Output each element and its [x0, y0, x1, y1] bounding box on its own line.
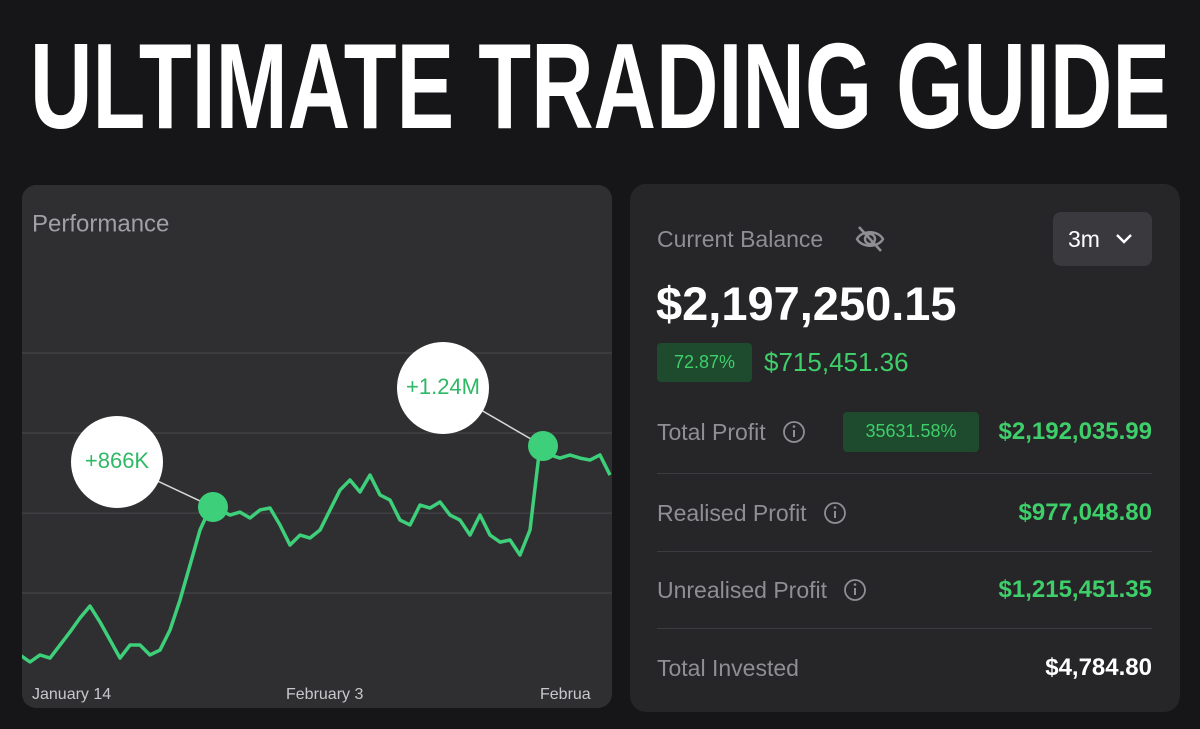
chevron-icon — [1116, 234, 1132, 244]
row-label: Total Invested — [657, 655, 799, 681]
chart-title: Performance — [32, 210, 169, 237]
info-icon[interactable] — [823, 501, 847, 525]
annotation-marker — [198, 492, 228, 523]
row-separator — [657, 628, 1152, 629]
row-label: Unrealised Profit — [657, 577, 828, 603]
row-value: $2,192,035.99 — [998, 418, 1152, 445]
info-icon[interactable] — [843, 578, 867, 602]
hide-icon[interactable] — [854, 224, 886, 254]
x-tick-label: February 3 — [286, 686, 363, 703]
row-value: $977,048.80 — [1018, 499, 1152, 526]
x-tick-label: Februa — [540, 686, 591, 703]
period-dropdown[interactable]: 3m — [1053, 212, 1152, 266]
row-value: $4,784.80 — [1045, 654, 1152, 681]
row-badge: 35631.58% — [843, 412, 979, 452]
chart: Performance January 14 February 3 Februa +8… — [22, 210, 612, 703]
row-label: Total Profit — [657, 419, 766, 445]
change-amount: $715,451.36 — [764, 347, 909, 377]
performance-card: Performance January 14 February 3 Februa +8… — [22, 185, 612, 708]
row-separator — [657, 551, 1152, 552]
period-label: 3m — [1068, 226, 1100, 252]
title-banner: ULTIMATE TRADING GUIDE — [30, 18, 1170, 154]
row-value: $1,215,451.35 — [998, 576, 1152, 603]
info-icon[interactable] — [782, 420, 806, 444]
annotation-bubble — [71, 416, 163, 508]
annotation-bubble — [397, 342, 489, 434]
x-tick-label: January 14 — [32, 686, 111, 703]
main-title: ULTIMATE TRADING GUIDE — [30, 18, 1170, 154]
balance-amount: $2,197,250.15 — [656, 277, 957, 330]
row-separator — [657, 473, 1152, 474]
annotation-marker — [528, 431, 558, 462]
change-percent: 72.87% — [657, 343, 752, 382]
x-axis: January 14 February 3 Februa — [32, 686, 591, 703]
row-label: Realised Profit — [657, 500, 807, 526]
balance-title: Current Balance — [657, 226, 824, 252]
balance-card: Current Balance 3m $2,197,250.15 72.87% … — [630, 184, 1180, 712]
annotation-label: +866K — [85, 448, 150, 473]
performance-line — [22, 444, 612, 664]
annotation-label: +1.24M — [406, 374, 480, 399]
